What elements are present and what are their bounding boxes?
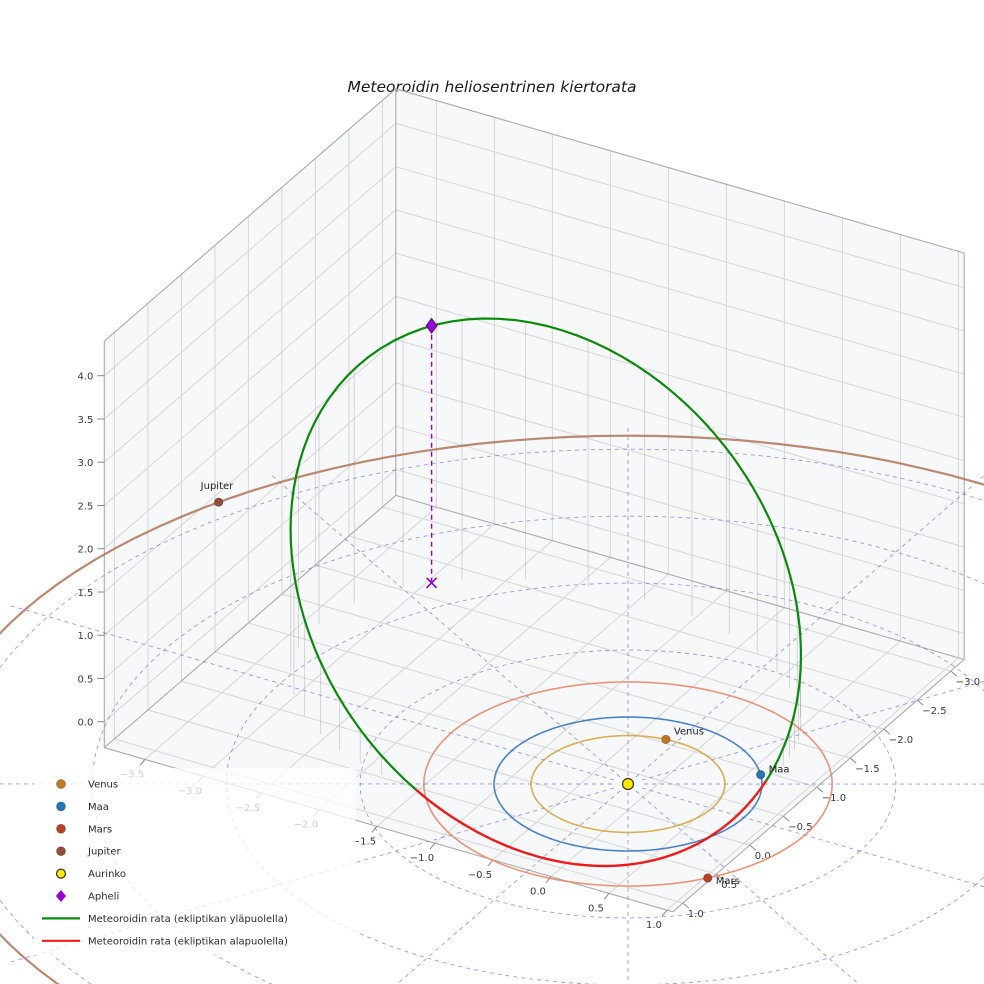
x-tick-label: 0.0 [530, 887, 546, 898]
legend-label: Meteoroidin rata (ekliptikan alapuolella… [88, 936, 288, 947]
maa-label: Maa [769, 765, 790, 776]
legend-dot-swatch [56, 823, 66, 834]
z-tick-label: 1.5 [77, 588, 93, 599]
z-tick-label: 4.0 [77, 372, 93, 383]
meteoroid-orbit-below [415, 779, 768, 868]
meteoroid-orbit-above [289, 317, 802, 791]
maa-orbit [493, 716, 763, 852]
y-tick-label: −2.0 [889, 735, 913, 746]
legend-item: Jupiter [56, 846, 121, 858]
legend-item: Mars [56, 823, 112, 835]
planet-orbits [0, 434, 984, 984]
legend-label: Maa [88, 802, 109, 813]
meteoroid-orbit [289, 317, 802, 868]
z-tick-label: 3.5 [77, 415, 93, 426]
mars-label: Mars [716, 876, 740, 887]
z-tick-label: 0.5 [77, 674, 93, 685]
markers [214, 317, 766, 883]
legend-label: Jupiter [87, 847, 121, 858]
chart-title: Meteoroidin heliosentrinen kiertorata [347, 78, 637, 96]
legend-dot-swatch [56, 846, 66, 857]
z-tick-label: 3.0 [77, 458, 93, 469]
y-tick-label: −2.5 [922, 706, 946, 717]
legend-item: Maa [56, 801, 109, 813]
legend-dot-swatch [55, 868, 67, 879]
y-tick-label: −1.0 [822, 793, 846, 804]
legend-item: Meteoroidin rata (ekliptikan alapuolella… [42, 936, 288, 947]
legend-label: Venus [88, 780, 118, 791]
legend-label: Meteoroidin rata (ekliptikan yläpuolella… [88, 914, 288, 925]
legend-item: Aurinko [55, 868, 126, 880]
venus-marker [661, 734, 671, 745]
axis-edges [103, 88, 965, 913]
maa-marker [756, 770, 766, 780]
z-tick-label: 1.0 [77, 631, 93, 642]
orbit-stems [290, 319, 802, 785]
aphelion-ground-x-marker [426, 577, 438, 589]
jupiter-label: Jupiter [200, 481, 234, 492]
legend-label: Aurinko [88, 869, 126, 880]
z-tick-label: 0.0 [77, 718, 93, 729]
x-tick-label: −1.0 [410, 853, 434, 864]
z-tick-label: 2.0 [77, 545, 93, 556]
x-tick-label: 1.0 [646, 920, 662, 931]
axis-panes [104, 88, 965, 912]
jupiter-marker [214, 497, 224, 507]
legend-item: Apheli [56, 890, 119, 903]
y-tick-label: −0.5 [788, 822, 812, 833]
y-tick-label: −3.0 [956, 677, 980, 688]
venus-orbit [530, 734, 726, 834]
legend-background [34, 768, 356, 955]
legend-item: Venus [56, 779, 118, 791]
legend-dot-swatch [56, 779, 66, 789]
y-tick-label: 0.5 [721, 880, 737, 891]
sun-marker [621, 777, 635, 791]
mars-orbit [422, 681, 834, 887]
legend: Venus Maa Mars Jupiter Aurinko Apheli Meteoroi… [34, 768, 356, 955]
y-tick-label: 1.0 [688, 909, 704, 920]
legend-label: Apheli [88, 892, 119, 903]
x-tick-label: 0.5 [588, 903, 604, 914]
venus-label: Venus [674, 726, 704, 737]
x-tick-label: −1.5 [352, 836, 376, 847]
y-tick-label: 0.0 [755, 851, 771, 862]
legend-dot-swatch [56, 801, 66, 812]
legend-diamond-swatch [56, 890, 66, 902]
y-tick-label: −1.5 [855, 764, 879, 775]
z-tick-label: 2.5 [77, 501, 93, 512]
mars-marker [703, 873, 713, 883]
aphelion-marker [425, 317, 438, 334]
jupiter-orbit [0, 434, 984, 984]
legend-label: Mars [88, 824, 112, 835]
body-labels: Venus Maa Mars Jupiter [200, 481, 790, 887]
legend-item: Meteoroidin rata (ekliptikan yläpuolella… [42, 914, 288, 925]
x-tick-label: −0.5 [468, 870, 492, 881]
